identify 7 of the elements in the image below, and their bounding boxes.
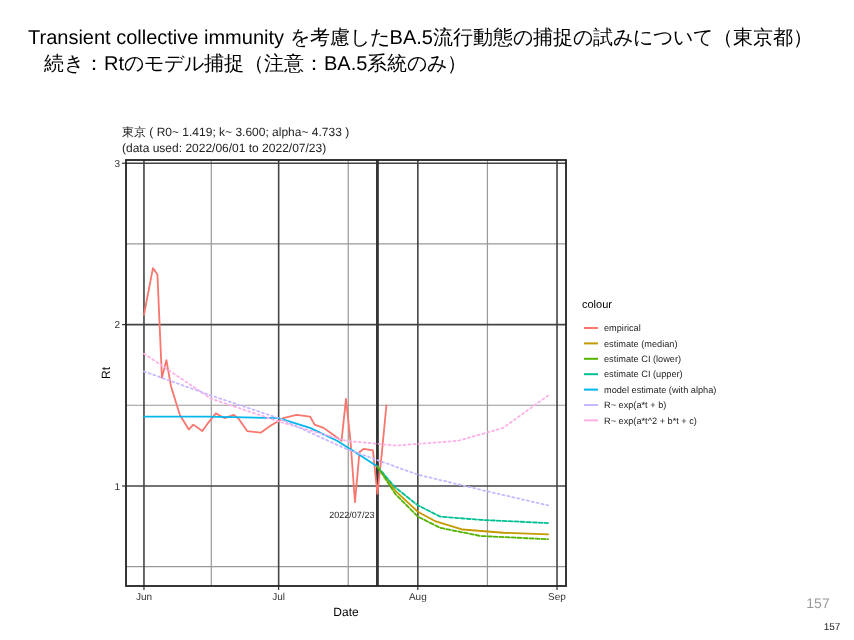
line-series [376, 465, 549, 524]
line-series [143, 370, 549, 507]
line-series [143, 267, 388, 503]
chart-title: Transient collective immunity を考慮したBA.5流行動態の捕捉の試みについて（東京都） [28, 26, 813, 50]
line-series [143, 415, 379, 468]
line-series [143, 352, 549, 447]
chart-subtitle: 続き：Rtのモデル捕捉（注意：BA.5系統のみ） [42, 52, 468, 76]
